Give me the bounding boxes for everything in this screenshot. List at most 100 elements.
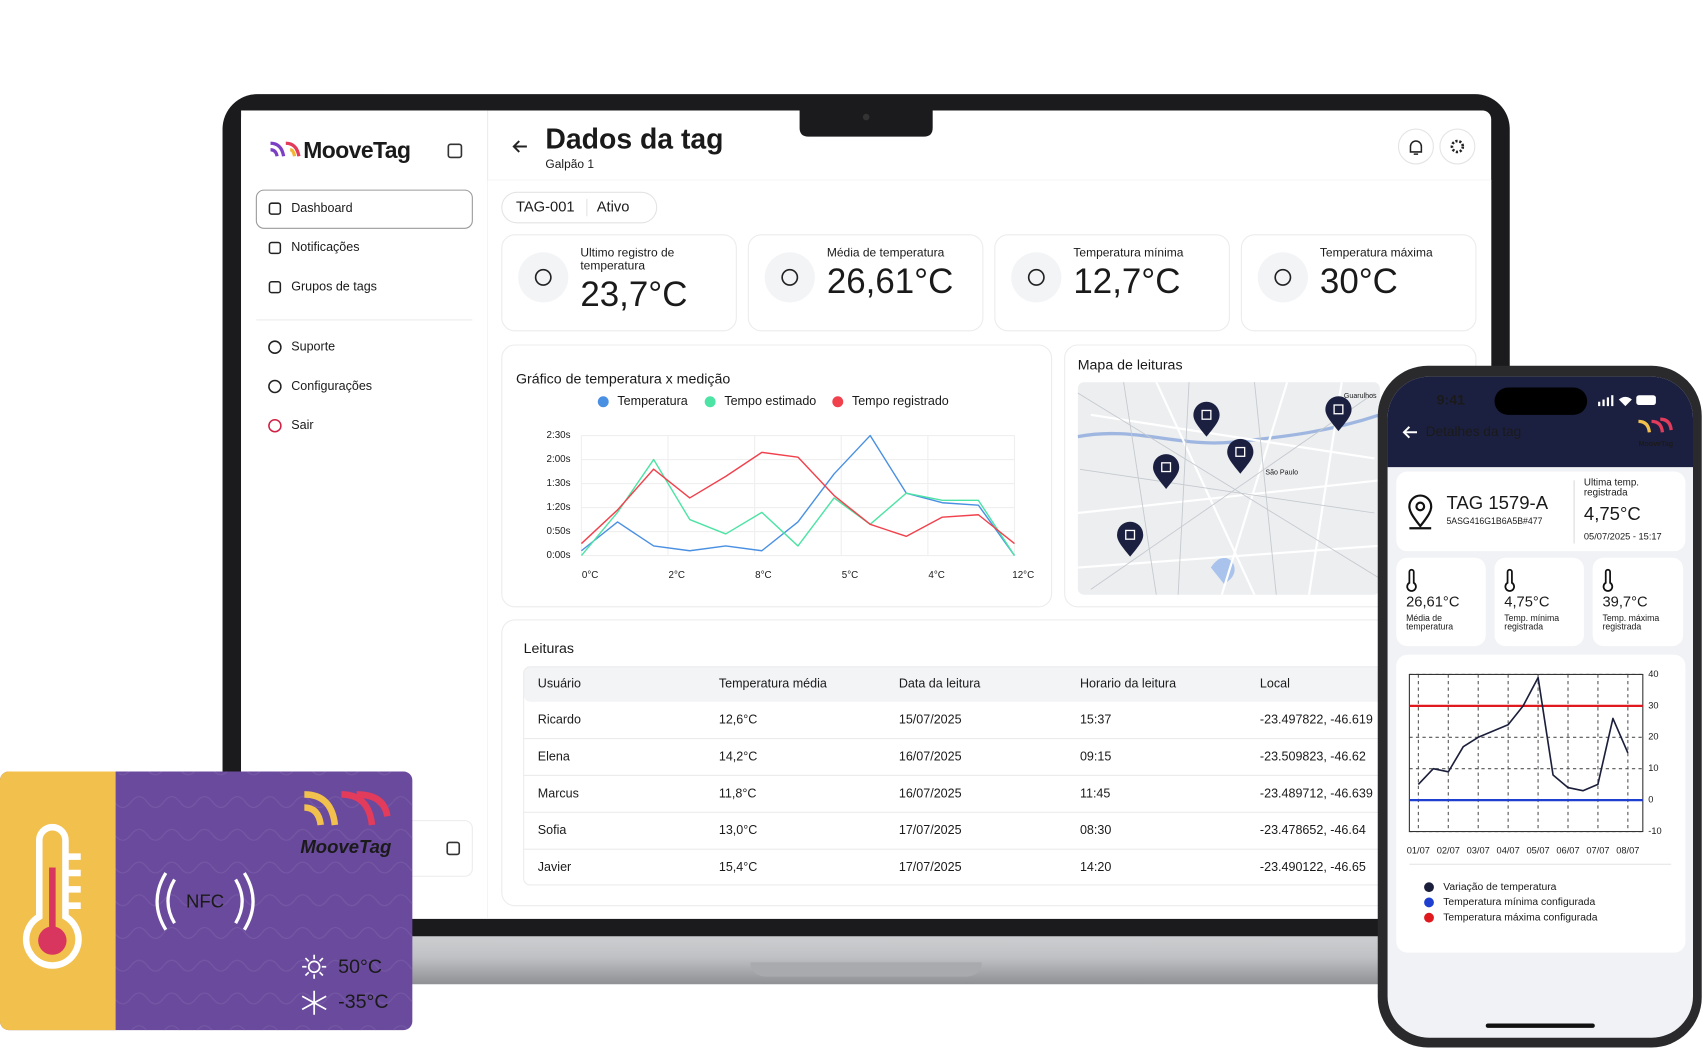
collapse-icon[interactable]: [447, 143, 463, 159]
stat-value: 12,7°C: [1073, 262, 1180, 301]
phone-last-label: Ultima temp. registrada: [1583, 478, 1640, 499]
map-pin-icon: [1235, 446, 1246, 457]
bell-button[interactable]: [1397, 128, 1434, 165]
x-tick-label: 12°C: [1012, 570, 1034, 581]
table-cell: 15:37: [1080, 713, 1111, 727]
legend-swatch: [704, 396, 716, 408]
phone-stat-label-box: Temp. máxima registrada: [1602, 614, 1660, 633]
table-cell: 17/07/2025: [899, 860, 962, 874]
map-place: Guarulhos: [1344, 392, 1377, 400]
expand-icon[interactable]: [446, 841, 461, 856]
table-cell: Elena: [538, 749, 570, 763]
x-tick-label: 8°C: [755, 570, 771, 581]
table-cell: Ricardo: [538, 713, 581, 727]
stat-card: [1592, 557, 1684, 647]
table-cell: 14:20: [1080, 860, 1111, 874]
phone-tag-code: 5ASG416G1B6A5B#477: [1446, 516, 1542, 526]
stat-card: [1240, 234, 1477, 332]
stat-icon: [1027, 268, 1045, 286]
stat-card: [501, 234, 737, 332]
stat-icon: [1602, 568, 1614, 592]
nav-item: Grupos de tags: [291, 280, 377, 294]
stat-icon-bg: [1011, 252, 1062, 303]
card-max: 50°C: [338, 956, 382, 978]
stat-label-box: Temperatura mínima: [1073, 247, 1184, 260]
map-pin-icon: [1201, 409, 1212, 420]
phone-stat-value: 26,61°C: [1406, 594, 1460, 610]
stat-label: Média de temperatura: [826, 247, 945, 260]
table-cell: 09:15: [1080, 749, 1111, 763]
stat-label: Ultimo registro de temperatura: [580, 247, 675, 273]
x-tick-label: 02/07: [1437, 846, 1460, 856]
phone-stat-label-box: Média de temperatura: [1406, 614, 1453, 631]
map-lake: [1210, 557, 1235, 584]
x-tick-label: 01/07: [1407, 846, 1430, 856]
y-tick-label: 1:30s: [547, 478, 571, 489]
nfc-card: MooveTag NFC 50°C -35°C: [0, 771, 413, 1031]
table-cell: 17/07/2025: [899, 823, 962, 837]
snow-icon: [301, 990, 327, 1015]
y-tick-label: 2:30s: [547, 430, 571, 441]
home-indicator: [1485, 1023, 1595, 1028]
legend-label: Variação de temperatura: [1443, 882, 1556, 893]
phone-brand: MooveTag: [1639, 440, 1673, 448]
x-tick-label: 04/07: [1497, 846, 1520, 856]
y-tick-label: 2:00s: [547, 454, 571, 465]
table-cell: Javier: [538, 860, 571, 874]
thermometer-icon: [22, 823, 82, 969]
sun-icon: [302, 954, 327, 979]
table-cell: -23.509823, -46.62: [1260, 749, 1366, 763]
series-line: [580, 434, 1016, 556]
phone-stat-label: Temp. máxima registrada: [1602, 614, 1660, 633]
stat-icon: [534, 268, 552, 286]
table-cell: -23.489712, -46.639: [1260, 786, 1373, 800]
legend-label: Temperatura: [617, 394, 687, 408]
stat-icon-bg: [764, 252, 815, 303]
stat-card: [747, 234, 984, 332]
phone-last-value: 4,75°C: [1584, 503, 1641, 524]
settings-button[interactable]: [1439, 128, 1476, 165]
phone-stat-value: 39,7°C: [1602, 594, 1648, 610]
thermometer-fill: [49, 867, 56, 936]
table-cell: 12,6°C: [719, 713, 757, 727]
table-cell: 11:45: [1080, 786, 1110, 800]
back-arrow[interactable]: [512, 140, 527, 153]
phone-stat-label: Temp. mínima registrada: [1504, 614, 1560, 633]
nav-icon: [268, 202, 282, 215]
table-cell: -23.497822, -46.619: [1260, 713, 1373, 727]
series-line: [580, 451, 1015, 545]
legend-swatch: [1424, 897, 1434, 908]
series-line: [1417, 676, 1629, 792]
brand: MooveTag: [303, 137, 410, 163]
stat-card: [1396, 557, 1486, 647]
support-item: Suporte: [291, 340, 335, 354]
nav-active[interactable]: [255, 189, 473, 229]
y-tick-label: 0: [1648, 795, 1653, 805]
stat-icon-bg: [1257, 252, 1308, 303]
card-pattern: [115, 771, 413, 1031]
nav-item: Dashboard: [291, 201, 352, 215]
phone-back[interactable]: [1402, 426, 1418, 439]
nav-item: Notificações: [291, 240, 359, 254]
logo-mark: [270, 141, 301, 157]
stat-label: Temperatura mínima: [1073, 247, 1184, 260]
support-icon: [268, 379, 282, 394]
support-icon: [268, 340, 282, 354]
camera: [862, 113, 870, 121]
phone: 9:41 Detalhes da tag MooveTag TAG 1579-A 5AS…: [1377, 365, 1702, 1048]
table-cell: 16/07/2025: [899, 786, 962, 800]
nav-icon: [268, 280, 282, 294]
y-tick-label: 0:00s: [547, 550, 571, 561]
card-nfc: NFC: [186, 890, 224, 911]
x-tick-label: 2°C: [669, 570, 685, 581]
stat-icon: [781, 268, 799, 286]
stat-value: 23,7°C: [580, 275, 687, 314]
table-header-cell: Temperatura média: [719, 677, 827, 691]
nfc-waves: [155, 872, 255, 931]
x-tick-label: 03/07: [1467, 846, 1490, 856]
x-tick-label: 07/07: [1586, 846, 1609, 856]
y-tick-label: 20: [1648, 732, 1658, 742]
y-tick-label: 0:50s: [547, 526, 571, 537]
phone-stat-label-box: Temp. mínima registrada: [1504, 614, 1560, 633]
y-tick-label: 30: [1648, 700, 1658, 710]
